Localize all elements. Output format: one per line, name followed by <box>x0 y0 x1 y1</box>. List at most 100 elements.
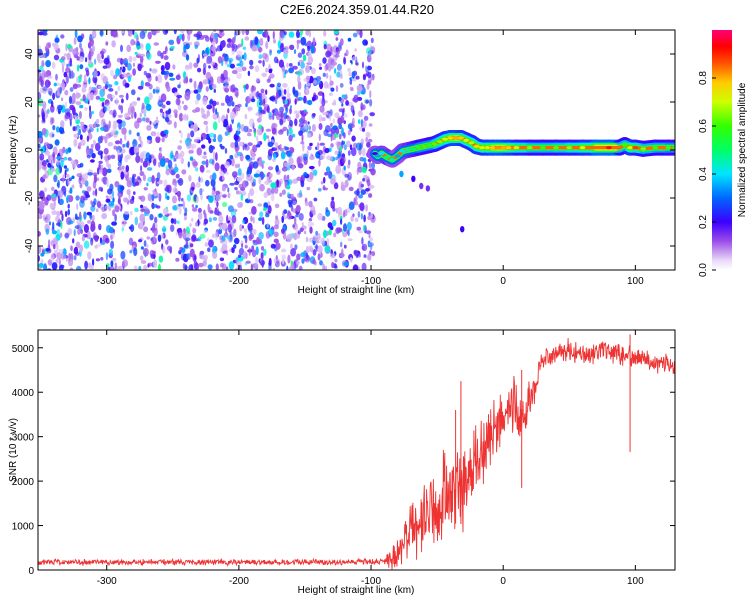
heatmap-noise-cell <box>55 259 59 264</box>
heatmap-noise-cell <box>230 84 236 93</box>
heatmap-noise-cell <box>149 154 155 159</box>
heatmap-noise-cell <box>172 195 177 204</box>
heatmap-noise-cell <box>238 247 245 256</box>
heatmap-noise-cell <box>203 120 208 125</box>
heatmap-noise-cell <box>312 249 317 256</box>
heatmap-noise-cell <box>270 193 275 202</box>
x-tick-label: -100 <box>361 276 381 287</box>
heatmap-track-peak <box>621 143 628 147</box>
heatmap-noise-cell <box>334 265 338 269</box>
heatmap-noise-cell <box>334 112 340 119</box>
heatmap-noise-cell <box>268 229 274 235</box>
heatmap-noise-cell <box>179 30 185 34</box>
heatmap-noise-cell <box>268 257 272 267</box>
heatmap-noise-cell <box>158 255 164 263</box>
heatmap-noise-cell <box>286 92 291 98</box>
heatmap-noise-cell <box>233 228 237 238</box>
heatmap-noise-cell <box>220 145 225 150</box>
heatmap-noise-cell <box>300 252 306 258</box>
heatmap-noise-cell <box>72 126 76 132</box>
heatmap-noise-cell <box>208 239 214 248</box>
heatmap-noise-cell <box>116 119 123 124</box>
heatmap-noise-cell <box>57 108 62 115</box>
heatmap-noise-cell <box>347 67 351 72</box>
heatmap-noise-cell <box>275 255 278 260</box>
heatmap-noise-cell <box>291 262 295 270</box>
heatmap-noise-cell <box>181 197 184 202</box>
heatmap-noise-cell <box>100 135 103 143</box>
heatmap-noise-cell <box>98 223 102 231</box>
heatmap-noise-cell <box>359 202 365 212</box>
heatmap-noise-cell <box>370 212 373 219</box>
heatmap-noise-cell <box>163 179 168 188</box>
heatmap-noise-cell <box>285 103 288 111</box>
heatmap-noise-cell <box>336 227 343 233</box>
heatmap-noise-cell <box>257 30 263 35</box>
heatmap-noise-cell <box>58 264 64 270</box>
heatmap-noise-cell <box>212 250 218 259</box>
heatmap-noise-cell <box>195 221 198 227</box>
snr-y-axis: 0 1000 2000 3000 4000 5000 <box>12 344 675 577</box>
heatmap-noise-cell <box>292 65 298 70</box>
heatmap-noise-cell <box>90 91 94 101</box>
heatmap-noise-cell <box>74 213 78 220</box>
heatmap-noise-cell <box>210 61 215 66</box>
heatmap-noise-cell <box>109 109 114 115</box>
heatmap-noise-cell <box>173 30 177 35</box>
heatmap-noise-cell <box>273 238 279 243</box>
heatmap-noise-cell <box>81 235 85 242</box>
heatmap-noise-cell <box>358 253 361 258</box>
heatmap-noise-cell <box>128 55 133 63</box>
heatmap-noise-cell <box>240 193 244 201</box>
heatmap-noise-cell <box>172 64 176 70</box>
heatmap-noise-cell <box>286 128 289 137</box>
heatmap-secondary-feature <box>460 226 465 233</box>
heatmap-noise-cell <box>317 187 322 192</box>
heatmap-noise-cell <box>307 51 312 60</box>
heatmap-noise-cell <box>258 176 262 185</box>
heatmap-noise-cell <box>178 194 181 202</box>
heatmap-track-peak <box>426 143 433 147</box>
heatmap-noise-cell <box>165 168 170 176</box>
heatmap-noise-cell <box>118 104 122 111</box>
heatmap-noise-cell <box>42 174 47 180</box>
heatmap-noise-cell <box>117 199 121 204</box>
heatmap-track-peak <box>539 146 546 150</box>
heatmap-noise-cell <box>326 43 332 52</box>
heatmap-noise-cell <box>299 92 302 97</box>
heatmap-noise-cell <box>361 166 367 173</box>
heatmap-noise-cell <box>296 39 301 44</box>
heatmap-noise-cell <box>256 236 260 245</box>
heatmap-noise-cell <box>108 93 113 99</box>
heatmap-noise-cell <box>370 37 374 44</box>
heatmap-noise-cell <box>61 213 64 222</box>
heatmap-noise-cell <box>358 194 364 199</box>
heatmap-noise-cell <box>83 211 87 220</box>
heatmap-noise-cell <box>356 226 362 231</box>
heatmap-noise-cell <box>160 65 165 72</box>
heatmap-noise-cell <box>60 120 65 128</box>
heatmap-noise-cell <box>91 30 97 39</box>
heatmap-noise-cell <box>349 86 354 92</box>
heatmap-noise-cell <box>64 232 70 239</box>
heatmap-noise-cell <box>183 215 187 221</box>
heatmap-noise-cell <box>145 72 152 79</box>
heatmap-noise-cell <box>251 249 257 258</box>
colorbar-tick-label: 0.8 <box>698 71 709 85</box>
heatmap-noise-cell <box>317 91 324 96</box>
heatmap-noise-cell <box>256 135 259 142</box>
heatmap-noise-cell <box>263 207 267 212</box>
colorbar-label: Normalized spectral amplitude <box>737 82 748 217</box>
heatmap-noise-cell <box>350 147 357 157</box>
heatmap-noise-cell <box>343 132 346 139</box>
heatmap-noise-cell <box>76 203 79 211</box>
heatmap-noise-cell <box>126 44 132 53</box>
heatmap-noise-cell <box>352 264 359 270</box>
heatmap-noise-cell <box>269 68 273 72</box>
heatmap-noise-cell <box>325 72 329 79</box>
heatmap-noise-cell <box>324 172 329 176</box>
heatmap-noise-cell <box>226 63 231 68</box>
heatmap-noise-cell <box>325 50 332 58</box>
heatmap-noise-cell <box>38 91 42 100</box>
heatmap-noise-cell <box>268 111 272 118</box>
